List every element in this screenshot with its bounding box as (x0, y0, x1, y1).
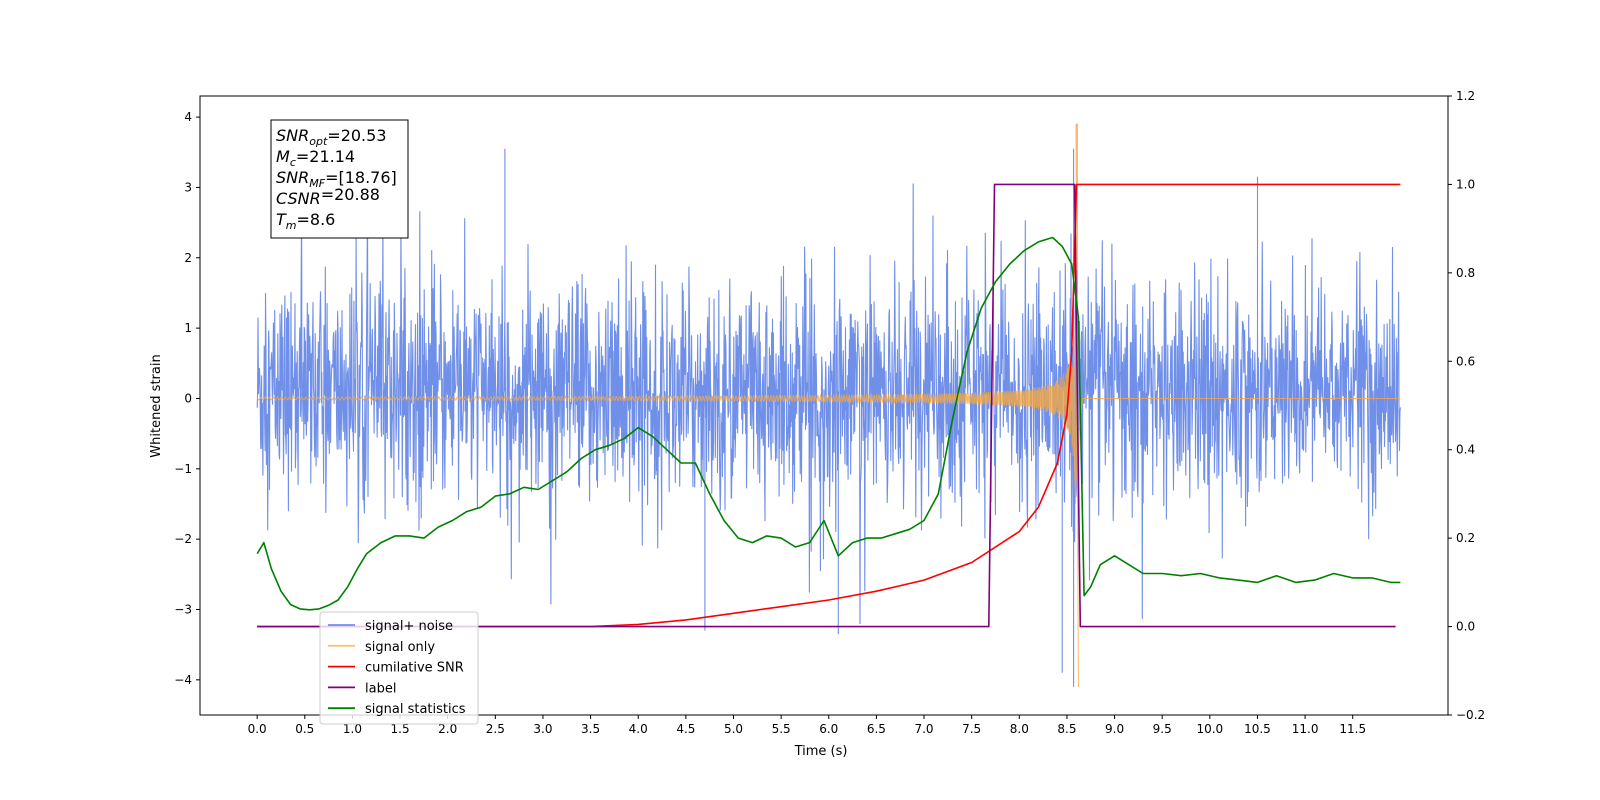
y-right-tick-label: 0.6 (1456, 354, 1475, 368)
annotation-value: =20.88 (321, 185, 380, 204)
annotation-sub: c (290, 156, 296, 169)
series-signal-statistics (256, 236, 1401, 611)
y-left-tick-label: 1 (184, 321, 192, 335)
annotation-frame (270, 119, 409, 239)
annotation-sub: m (286, 219, 297, 232)
annotation-base: M (276, 147, 290, 166)
y-left-tick-label: −2 (174, 532, 192, 546)
x-tick-label: 8.0 (1010, 722, 1029, 736)
annotation-value: =20.53 (327, 126, 386, 145)
x-tick-label: 10.5 (1244, 722, 1271, 736)
x-tick-label: 9.5 (1153, 722, 1172, 736)
annotation-base: SNR (276, 168, 309, 187)
x-tick-label: 0.0 (248, 722, 267, 736)
x-tick-label: 11.5 (1339, 722, 1366, 736)
x-tick-label: 5.0 (724, 722, 743, 736)
plot-frame (199, 95, 1449, 716)
legend: signal+ noise signal only cumilative SNR la… (319, 611, 479, 725)
legend-frame (319, 611, 479, 725)
annotation-sub: opt (309, 135, 328, 148)
y-left-tick-label: −1 (174, 462, 192, 476)
annotation-sub: MF (309, 177, 325, 190)
annotation-base: CSNR (276, 189, 321, 208)
x-tick-label: 0.5 (295, 722, 314, 736)
annotation-box: SNRopt=20.53Mc=21.14SNRMF=[18.76]CSNR=20… (270, 119, 409, 239)
y-left-tick-label: −4 (174, 673, 192, 687)
plot-area (256, 123, 1401, 687)
x-tick-label: 3.0 (533, 722, 552, 736)
x-tick-label: 7.0 (914, 722, 933, 736)
annotation-line: SNRMF=[18.76] (276, 168, 397, 190)
x-tick-label: 11.0 (1292, 722, 1319, 736)
x-tick-label: 10.0 (1196, 722, 1223, 736)
y-right-tick-label: 1.2 (1456, 89, 1475, 103)
x-tick-label: 1.5 (391, 722, 410, 736)
y-left-tick-label: 3 (184, 180, 192, 194)
x-axis-label: Time (s) (794, 744, 848, 759)
x-tick-label: 6.0 (819, 722, 838, 736)
y-right-tick-label: −0.2 (1456, 708, 1485, 722)
series-label (257, 183, 1396, 628)
annotation-line: Tm=8.6 (276, 210, 335, 232)
x-tick-label: 8.5 (1057, 722, 1076, 736)
annotation-base: T (276, 210, 287, 229)
y-axis-label: Whitened strain (149, 354, 164, 457)
y-right-tick-label: 0.2 (1456, 531, 1475, 545)
x-tick-label: 2.0 (438, 722, 457, 736)
x-tick-label: 5.5 (772, 722, 791, 736)
x-tick-label: 4.0 (629, 722, 648, 736)
y-left-tick-label: 4 (184, 110, 192, 124)
y-left-tick-label: 2 (184, 251, 192, 265)
y-right-tick-label: 0.0 (1456, 620, 1475, 634)
y-left-tick-label: −3 (174, 602, 192, 616)
legend-entry: signal+ noise (365, 619, 453, 634)
x-tick-label: 7.5 (962, 722, 981, 736)
annotation-line: Mc=21.14 (276, 147, 355, 169)
x-tick-label: 6.5 (867, 722, 886, 736)
y-left-tick-label: 0 (184, 391, 192, 405)
legend-entry: cumilative SNR (365, 661, 464, 676)
series-cumulative-snr (257, 183, 1401, 628)
y-right-tick-label: 1.0 (1456, 177, 1475, 191)
legend-entry: label (365, 681, 396, 696)
annotation-value: =21.14 (296, 147, 355, 166)
annotation-line: CSNR=20.88 (276, 185, 380, 208)
annotation-base: SNR (276, 126, 309, 145)
y-right-tick-label: 0.8 (1456, 266, 1475, 280)
axes: 0.0 0.5 1.0 1.5 2.0 2.5 3.0 3.5 4.0 4.5 5.0 5.5 6.0 6… (174, 89, 1485, 736)
annotation-value: =8.6 (297, 210, 336, 229)
legend-entry: signal statistics (365, 702, 466, 717)
x-tick-label: 2.5 (486, 722, 505, 736)
annotation-line: SNRopt=20.53 (276, 126, 387, 148)
x-tick-label: 9.0 (1105, 722, 1124, 736)
legend-entry: signal only (365, 640, 435, 655)
x-tick-label: 4.5 (676, 722, 695, 736)
x-tick-label: 3.5 (581, 722, 600, 736)
y-right-tick-label: 0.4 (1456, 443, 1475, 457)
x-tick-label: 1.0 (343, 722, 362, 736)
annotation-value: =[18.76] (325, 168, 397, 187)
